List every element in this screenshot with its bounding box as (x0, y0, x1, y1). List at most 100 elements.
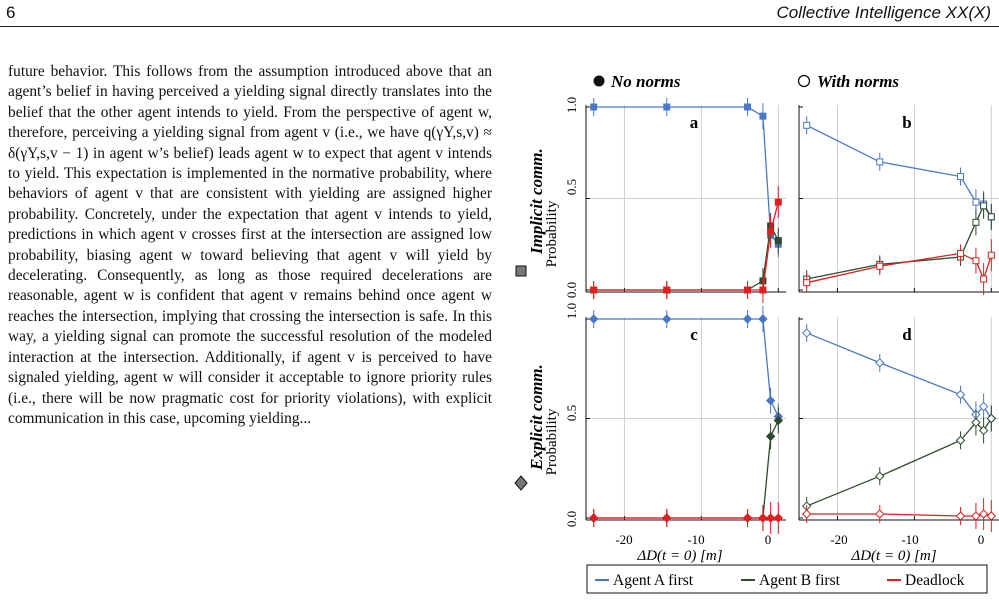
series-line (593, 201, 779, 291)
row-title-explicit: Explicit comm. (527, 364, 546, 471)
xtick-label: -20 (615, 532, 632, 547)
ylabel-bottom: Probability (544, 408, 560, 475)
row-title-implicit: Implicit comm. (527, 148, 546, 255)
ytick-label: 0.0 (564, 282, 579, 298)
data-point (774, 237, 782, 245)
body-text: future behavior. This follows from the a… (8, 62, 492, 429)
xtick-label: 0 (978, 532, 985, 547)
series-line (593, 106, 779, 245)
data-point (744, 286, 752, 294)
data-point (957, 249, 965, 257)
data-point (971, 417, 981, 428)
panel-label: a (690, 113, 699, 132)
panel-label: d (902, 325, 912, 344)
square-marker-icon (515, 265, 527, 277)
data-point (876, 262, 884, 270)
data-point (972, 198, 980, 206)
data-point (971, 511, 981, 521)
data-point (590, 286, 598, 294)
data-point (875, 509, 885, 519)
data-point (978, 509, 989, 519)
data-point (876, 158, 884, 166)
ytick-label: 1.0 (564, 303, 579, 319)
panel-a: a (585, 98, 786, 303)
data-point (875, 358, 885, 368)
series-line (806, 418, 992, 507)
data-point (765, 395, 776, 406)
ytick-label: 0.5 (564, 179, 579, 195)
data-point (972, 257, 980, 265)
figure: No norms With norms Implicit comm. Expli… (505, 60, 999, 603)
col-title-with-norms: With norms (817, 72, 899, 91)
data-point (955, 511, 966, 521)
chart-panels: a b c d (585, 98, 999, 534)
series-line (806, 204, 992, 280)
legend-label-agent-b: Agent B first (759, 572, 841, 589)
data-point (986, 413, 997, 424)
series-line (806, 124, 992, 218)
data-point (765, 513, 776, 523)
data-point (742, 314, 753, 324)
data-point (978, 425, 989, 436)
data-point (875, 471, 885, 481)
data-point (955, 435, 966, 446)
data-point (759, 286, 767, 294)
series-line (806, 332, 992, 419)
data-point (773, 513, 784, 523)
series-line (593, 318, 779, 417)
panel-label: c (690, 325, 698, 344)
data-point (980, 275, 988, 283)
legend-box (586, 564, 988, 594)
ytick-label: 1.0 (564, 97, 579, 113)
data-point (662, 314, 672, 324)
xlabel-right: ΔD(t = 0) [m] (850, 548, 936, 564)
page-header: 6 Collective Intelligence XX(X) (0, 0, 999, 30)
data-point (744, 103, 752, 111)
data-point (663, 286, 671, 294)
panel-d: d (798, 317, 999, 533)
figure-svg: No norms With norms Implicit comm. Expli… (514, 72, 999, 594)
xtick-label: -10 (687, 532, 704, 547)
data-point (588, 314, 599, 324)
ytick-label: 0.5 (564, 405, 579, 421)
ylabel-top: Probability (544, 200, 560, 267)
xtick-label: -20 (830, 532, 847, 547)
data-point (590, 103, 598, 111)
data-point (588, 513, 599, 523)
data-point (987, 213, 995, 221)
panel-c: c (585, 306, 786, 534)
data-point (773, 415, 784, 426)
diamond-marker-icon (514, 475, 528, 491)
filled-circle-icon (593, 75, 605, 87)
panel-b: b (798, 105, 999, 296)
data-point (972, 218, 980, 226)
panel-label: b (902, 113, 911, 132)
data-point (662, 513, 672, 523)
legend-label-deadlock: Deadlock (905, 572, 965, 589)
data-point (987, 251, 995, 259)
series-line (806, 252, 992, 284)
data-point (758, 513, 768, 523)
body-paragraph: future behavior. This follows from the a… (8, 63, 492, 427)
data-point (758, 314, 768, 324)
data-point (955, 389, 966, 400)
legend-label-agent-a: Agent A first (613, 572, 694, 589)
data-point (663, 103, 671, 111)
journal-title: Collective Intelligence XX(X) (776, 3, 991, 22)
data-point (801, 509, 812, 519)
data-point (742, 513, 753, 523)
data-point (765, 431, 776, 442)
data-point (803, 121, 811, 129)
data-point (767, 227, 775, 235)
data-point (980, 202, 988, 210)
data-point (803, 279, 811, 287)
data-point (957, 173, 965, 181)
data-point (978, 401, 989, 412)
xlabel-left: ΔD(t = 0) [m] (636, 548, 722, 564)
col-title-no-norms: No norms (610, 72, 681, 91)
data-point (801, 328, 812, 338)
data-point (986, 511, 997, 521)
ytick-label: 0.0 (564, 511, 579, 527)
data-point (759, 112, 767, 120)
header-rule (0, 26, 999, 27)
